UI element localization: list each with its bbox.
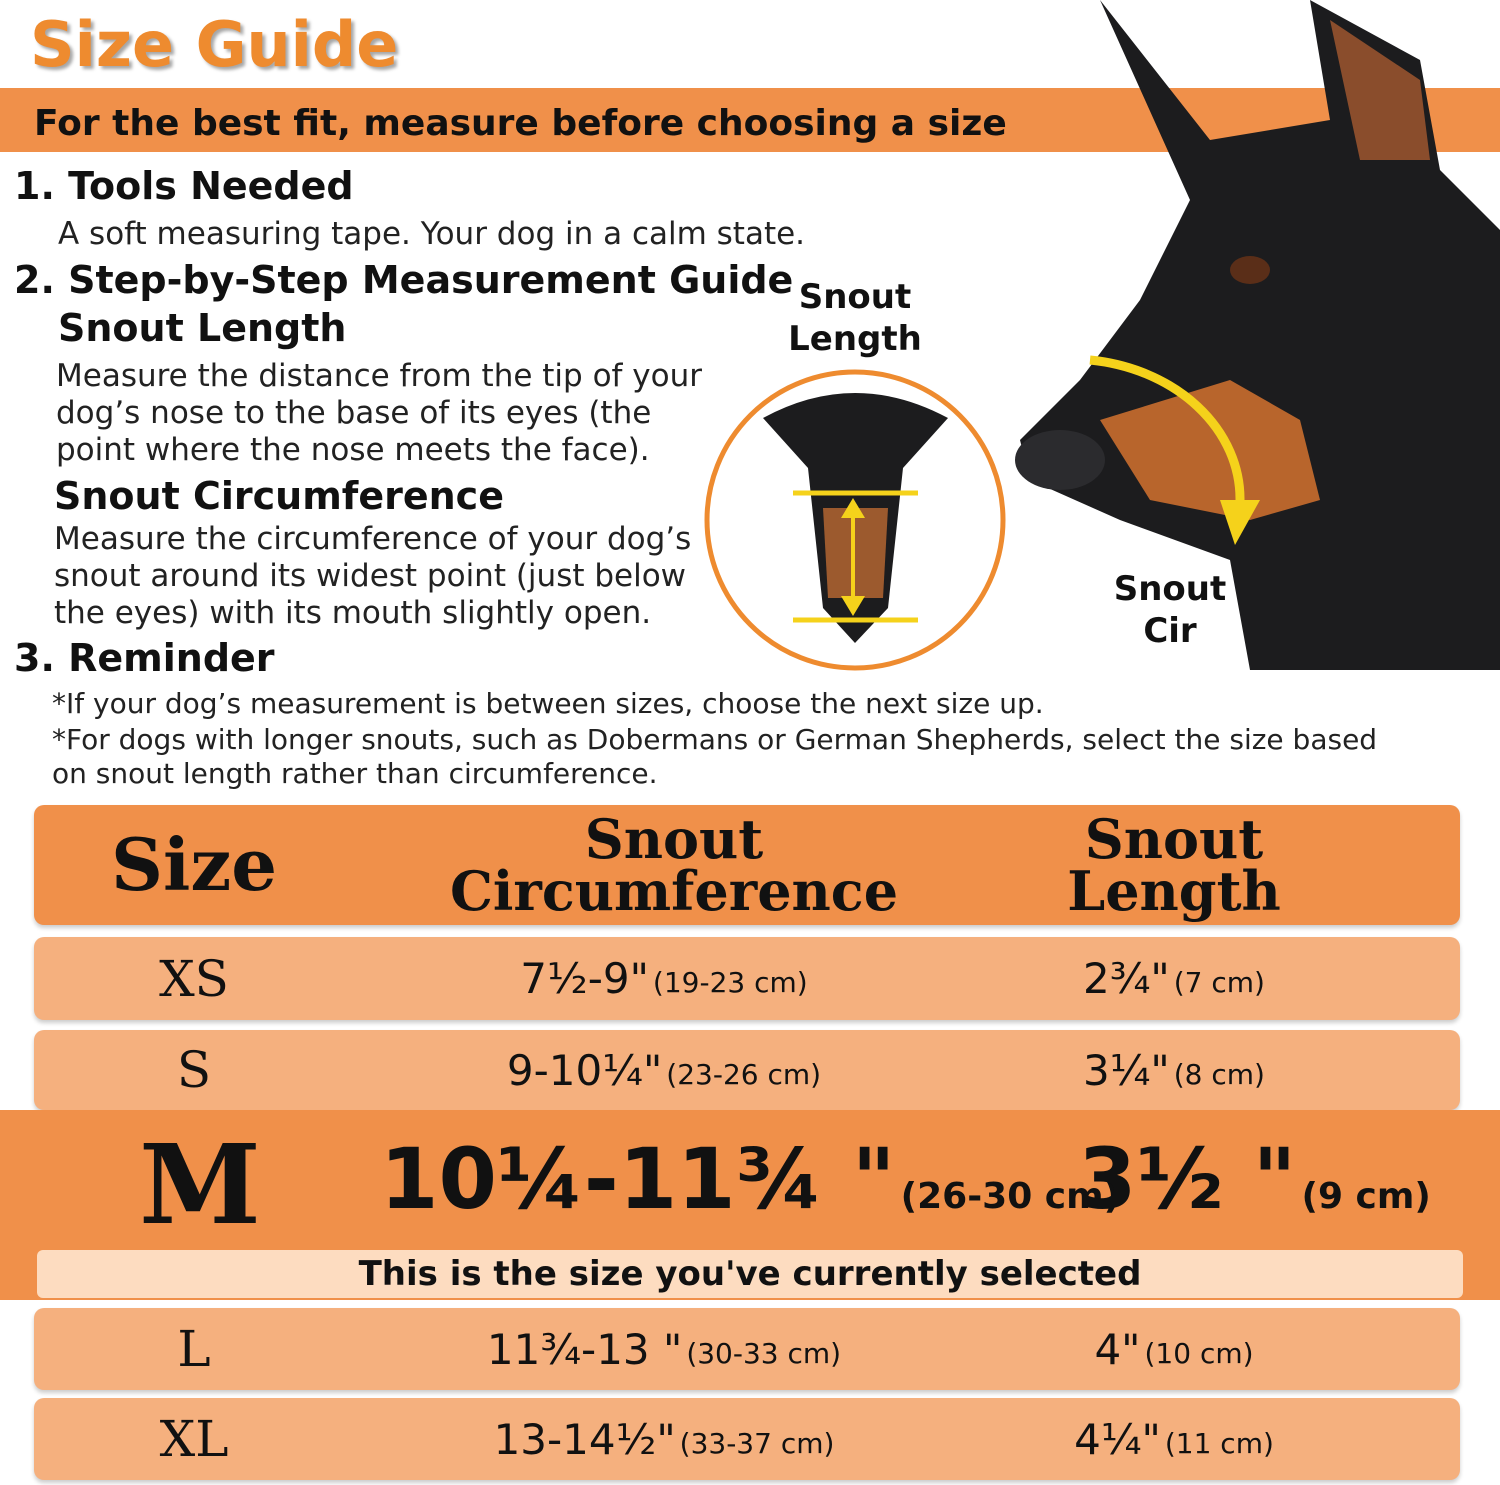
snout-length-heading: Snout Length	[58, 306, 347, 350]
circ-cm: (30-33 cm)	[686, 1336, 842, 1370]
len-cm: (9 cm)	[1301, 1176, 1431, 1217]
snout-circ-text: Measure the circumference of your dog’s …	[54, 521, 692, 631]
guide-heading: 2. Step-by-Step Measurement Guide	[14, 258, 794, 302]
header-size: Size	[110, 822, 278, 907]
size-cell: XS	[159, 949, 229, 1008]
snout-length-diagram	[704, 369, 1006, 671]
page-title: Size Guide	[30, 8, 399, 81]
snout-length-text: Measure the distance from the tip of you…	[56, 358, 703, 468]
circ-inches: 11¾-13 "	[486, 1324, 683, 1374]
header-circumference: Snout Circumference	[449, 807, 899, 923]
len-cm: (11 cm)	[1164, 1426, 1274, 1460]
table-row[interactable]: XS 7½-9" (19-23 cm) 2¾" (7 cm)	[34, 937, 1460, 1020]
circ-cm: (23-26 cm)	[666, 1057, 822, 1091]
snout-length-label: Snout Length	[788, 277, 922, 359]
circ-cm: (19-23 cm)	[652, 966, 808, 999]
circ-cm: (33-37 cm)	[679, 1426, 835, 1460]
circ-inches: 13-14½"	[493, 1414, 676, 1464]
len-cm: (7 cm)	[1173, 966, 1265, 999]
doberman-photo	[1015, 0, 1500, 670]
table-row[interactable]: L 11¾-13 " (30-33 cm) 4" (10 cm)	[34, 1308, 1460, 1390]
circ-cm: (26-30 cm)	[900, 1176, 1121, 1217]
table-header: Size Snout Circumference Snout Length	[34, 805, 1460, 925]
len-inches: 4"	[1094, 1324, 1141, 1374]
len-inches: 4¼"	[1074, 1414, 1161, 1464]
snout-circ-heading: Snout Circumference	[54, 474, 504, 518]
size-cell: S	[176, 1041, 212, 1099]
tools-heading: 1. Tools Needed	[14, 164, 354, 208]
len-inches: 2¾"	[1083, 954, 1170, 1003]
selected-caption: This is the size you've currently select…	[37, 1250, 1463, 1298]
len-inches: 3½ "	[1078, 1130, 1297, 1228]
subtitle: For the best fit, measure before choosin…	[34, 103, 1007, 144]
reminder-line-1: *If your dog’s measurement is between si…	[52, 687, 1044, 720]
tools-text: A soft measuring tape. Your dog in a cal…	[58, 216, 806, 252]
circ-inches: 10¼-11¾ "	[380, 1130, 896, 1228]
snout-cir-label: Snout Cir	[1113, 569, 1227, 651]
header-length: Snout Length	[1067, 807, 1281, 923]
size-cell: L	[177, 1320, 211, 1378]
circ-inches: 9-10¼"	[506, 1045, 663, 1095]
len-inches: 3¼"	[1083, 1045, 1170, 1095]
reminder-heading: 3. Reminder	[14, 636, 275, 680]
circ-inches: 7½-9"	[520, 954, 649, 1003]
table-row[interactable]: XL 13-14½" (33-37 cm) 4¼" (11 cm)	[34, 1398, 1460, 1480]
len-cm: (10 cm)	[1144, 1336, 1254, 1370]
reminder-line-2: *For dogs with longer snouts, such as Do…	[52, 723, 1378, 790]
size-cell: XL	[159, 1410, 229, 1468]
size-cell: M	[139, 1120, 261, 1249]
table-row[interactable]: S 9-10¼" (23-26 cm) 3¼" (8 cm)	[34, 1030, 1460, 1110]
len-cm: (8 cm)	[1173, 1057, 1265, 1091]
